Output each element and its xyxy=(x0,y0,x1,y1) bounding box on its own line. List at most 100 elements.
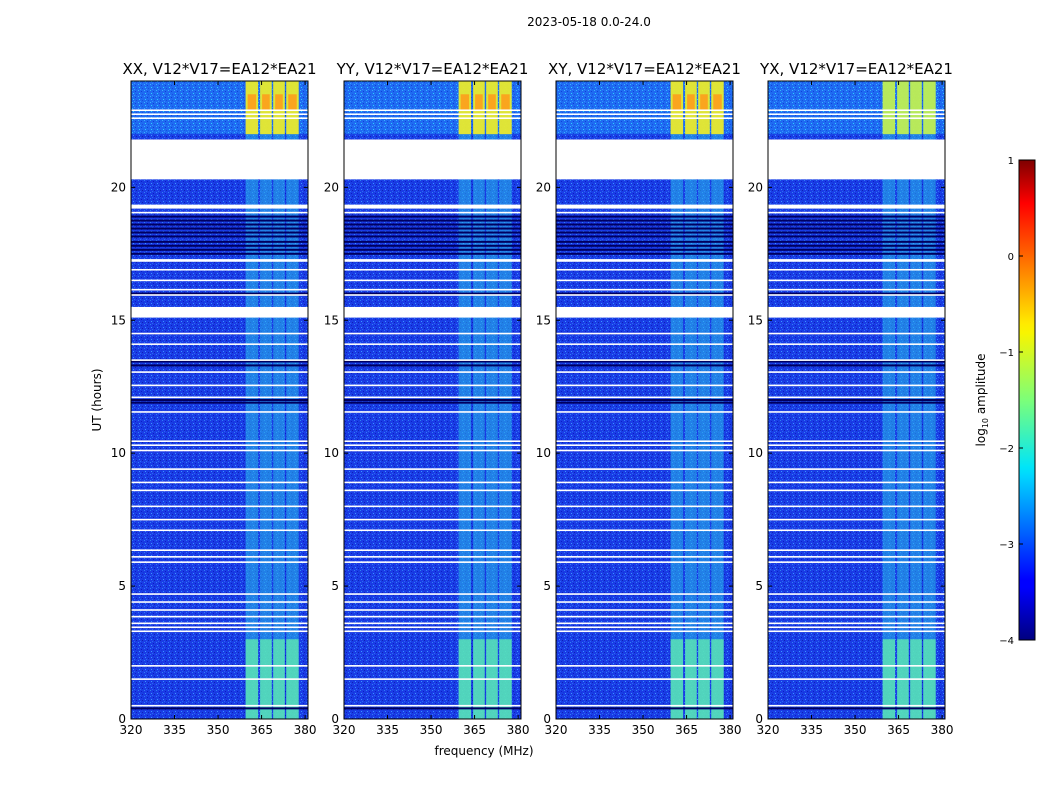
x-tick-label: 335 xyxy=(588,723,611,737)
flag-line xyxy=(344,665,521,667)
panel-frame xyxy=(130,80,309,720)
dark-line xyxy=(344,360,521,363)
flag-line xyxy=(131,556,308,558)
panel-frame xyxy=(343,80,522,720)
dark-line xyxy=(344,223,521,226)
y-tick-label: 0 xyxy=(543,712,551,726)
dark-line xyxy=(768,364,945,367)
flagged-block xyxy=(131,204,308,209)
flag-line xyxy=(131,109,308,112)
dark-line xyxy=(344,235,521,238)
flag-line xyxy=(344,444,521,446)
y-tick-label: 20 xyxy=(536,180,551,194)
flag-line xyxy=(768,529,945,532)
flag-line xyxy=(768,601,945,603)
dark-line xyxy=(344,364,521,367)
flag-line xyxy=(768,556,945,558)
dark-line xyxy=(131,252,308,255)
y-tick-label: 10 xyxy=(324,446,339,460)
dark-line xyxy=(556,399,733,401)
flag-line xyxy=(131,113,308,116)
flag-line xyxy=(344,561,521,563)
flag-line xyxy=(556,359,733,361)
band-2-hot-spot xyxy=(262,94,270,111)
dark-line xyxy=(344,399,521,401)
flag-line xyxy=(131,593,308,595)
flag-line xyxy=(556,343,733,345)
dark-line xyxy=(556,223,733,226)
dark-line xyxy=(768,244,945,247)
flag-line xyxy=(768,359,945,361)
y-tick-label: 15 xyxy=(111,313,126,327)
x-tick-label: 350 xyxy=(420,723,443,737)
x-tick-label: 320 xyxy=(333,723,356,737)
flag-line xyxy=(131,489,308,492)
dark-line xyxy=(768,215,945,218)
flag-line xyxy=(768,396,945,399)
dark-line xyxy=(768,240,945,243)
x-tick-label: 380 xyxy=(719,723,742,737)
y-tick-label: 5 xyxy=(331,579,339,593)
x-tick-label: 320 xyxy=(545,723,568,737)
flagged-block xyxy=(556,306,733,318)
dark-line xyxy=(131,227,308,230)
flag-line xyxy=(556,411,733,413)
dark-line xyxy=(556,227,733,230)
flag-line xyxy=(344,211,521,214)
flag-line xyxy=(344,609,521,611)
flag-line xyxy=(131,343,308,345)
panel-4: YX, V12*V17=EA12*EA21 320 335 350 365 380 0 5 10… xyxy=(748,60,954,737)
flag-line xyxy=(768,489,945,492)
flag-line xyxy=(344,468,521,470)
flag-line xyxy=(131,279,308,282)
band-4-hot-spot xyxy=(713,94,722,111)
dark-line xyxy=(344,401,521,404)
flag-line xyxy=(344,371,521,373)
flag-line xyxy=(768,549,945,551)
dark-line xyxy=(556,244,733,247)
colorbar-tick-label: −3 xyxy=(999,540,1014,551)
flag-line xyxy=(768,113,945,116)
flag-line xyxy=(344,678,521,680)
flag-line xyxy=(344,396,521,399)
dark-line xyxy=(131,235,308,238)
dark-line xyxy=(131,215,308,218)
flag-line xyxy=(556,332,733,335)
flag-line xyxy=(344,294,521,296)
flag-line xyxy=(344,288,521,291)
panel-2: YY, V12*V17=EA12*EA21 320 335 350 365 380 0 5 10… xyxy=(324,60,530,737)
y-tick-label: 0 xyxy=(331,712,339,726)
flag-line xyxy=(344,489,521,492)
flag-line xyxy=(131,396,308,399)
flag-line xyxy=(556,622,733,625)
flagged-block xyxy=(344,204,521,209)
flag-line xyxy=(768,294,945,296)
band-3-bright-2 xyxy=(910,81,922,135)
flagged-block xyxy=(344,259,521,262)
colorbar-tick-label: 1 xyxy=(1008,156,1014,167)
y-tick-label: 10 xyxy=(536,446,551,460)
x-tick-label: 350 xyxy=(207,723,230,737)
band-1-hot-spot xyxy=(247,94,257,111)
x-axis-label: frequency (MHz) xyxy=(434,744,533,758)
flag-line xyxy=(344,109,521,112)
dark-line xyxy=(556,360,733,363)
flag-line xyxy=(768,704,945,707)
y-tick-label: 5 xyxy=(543,579,551,593)
flag-line xyxy=(556,556,733,558)
dark-line xyxy=(556,252,733,255)
dark-line xyxy=(344,227,521,230)
band-4-hot-spot xyxy=(288,94,297,111)
flag-line xyxy=(131,529,308,532)
flag-line xyxy=(131,609,308,611)
flag-line xyxy=(556,384,733,387)
flag-line xyxy=(556,288,733,291)
flag-line xyxy=(131,615,308,618)
flag-line xyxy=(556,279,733,282)
flag-line xyxy=(556,489,733,492)
figure-suptitle: 2023-05-18 0.0-24.0 xyxy=(527,15,651,29)
panel-title: YY, V12*V17=EA12*EA21 xyxy=(336,60,529,78)
band-3-hot-spot xyxy=(275,94,283,111)
flag-line xyxy=(768,343,945,345)
band-2-bright-2 xyxy=(897,81,909,135)
